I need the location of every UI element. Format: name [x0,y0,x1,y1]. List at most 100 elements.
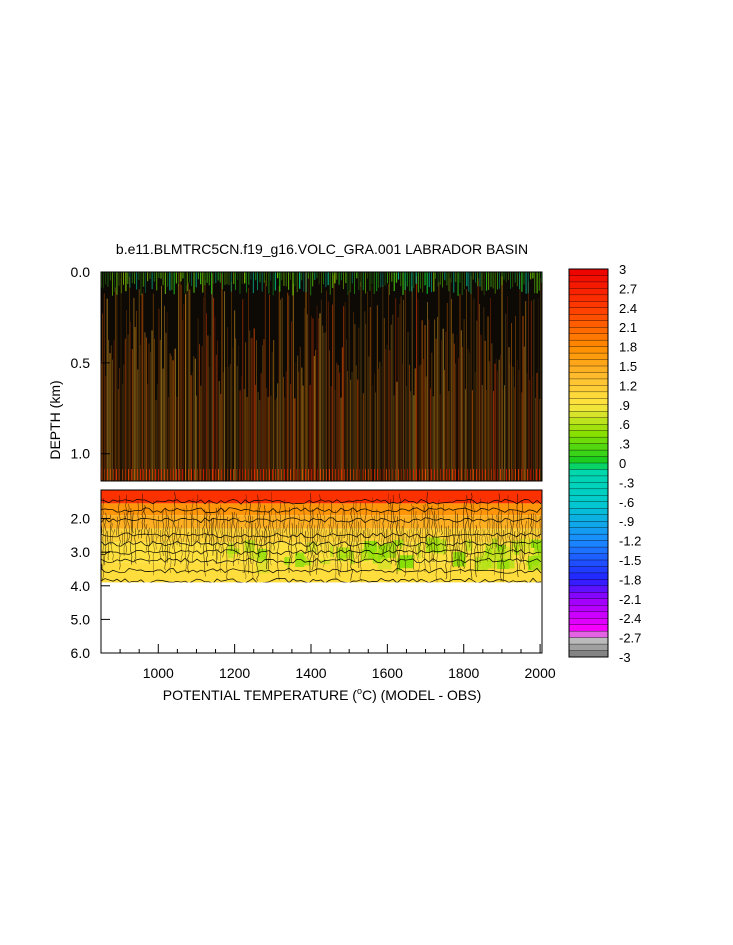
colorbar-bin [568,462,609,470]
upper-streak [144,332,146,481]
upper-bottom-streak [467,469,468,481]
upper-bottom-streak [323,469,324,481]
upper-y-axis: 0.0 0.5 1.0 [71,264,110,462]
upper-streak [428,319,430,481]
upper-streak [301,367,303,481]
upper-streak [252,337,254,481]
upper-bottom-streak [446,469,447,481]
lower-contour-line [334,509,337,580]
upper-surface-streak [233,272,235,285]
upper-surface-streak [158,272,160,278]
upper-bottom-streak [347,469,348,481]
upper-surface-streak [316,272,318,279]
upper-streak [164,305,165,481]
upper-streak [371,285,373,481]
upper-streak [102,313,104,481]
colorbar-label: 0 [619,456,626,471]
lower-green-patch [537,549,542,557]
upper-streak [234,310,236,481]
upper-bottom-streak [395,469,396,481]
upper-bottom-streak [461,469,462,481]
lower-contour-line [469,492,473,580]
upper-bottom-streak [149,469,150,481]
upper-surface-streak [318,272,320,285]
upper-streak [490,297,492,481]
upper-surface-streak [120,272,122,294]
upper-streak [462,347,463,481]
upper-streak [162,368,164,481]
upper-streak [183,304,185,481]
upper-surface-streak [296,272,298,293]
lower-contour-line [506,495,510,539]
lower-horizontal-contour [101,532,542,539]
upper-bottom-streak [290,469,291,481]
upper-surface-streak [461,272,463,295]
colorbar-bin [568,572,609,580]
upper-bottom-streak [182,469,183,481]
upper-surface-streak [197,272,199,280]
upper-surface-streak [246,272,247,293]
upper-bottom-streak [257,469,258,481]
lower-no-data-region [101,582,542,653]
upper-bottom-streak [206,469,207,481]
upper-surface-streak [162,272,164,286]
lower-contour-line [460,528,464,566]
lower-contour-line [440,525,443,536]
upper-surface-streak [140,272,142,296]
upper-bottom-streak [137,469,138,481]
lower-green-patch [465,539,473,551]
upper-streak [495,358,497,481]
upper-bottom-streak [143,469,144,481]
upper-streak [347,371,348,481]
upper-surface-streak [169,272,171,291]
upper-streak [150,352,151,481]
upper-streak [518,369,520,481]
upper-bottom-streak [356,469,357,481]
lower-contour-line [376,508,378,536]
upper-bottom-streak [329,469,330,481]
upper-surface-streak [191,272,193,286]
upper-streak [477,278,479,481]
upper-streak [320,299,322,481]
upper-surface-streak [450,272,452,283]
upper-streak [116,290,118,481]
colorbar-bin [568,546,609,555]
upper-bottom-streak [248,469,249,481]
upper-surface-streak [211,272,213,295]
upper-surface-streak [360,272,362,287]
lower-green-patch [485,543,496,557]
lower-contour-line [283,499,286,533]
lower-band [101,503,542,516]
upper-streak [446,303,448,481]
upper-streak [110,345,112,481]
upper-surface-streak [380,272,382,288]
upper-surface-streak [134,272,136,284]
upper-surface-streak [142,272,145,287]
upper-surface-streak [116,272,118,295]
upper-bottom-streak [539,469,540,481]
upper-streak [329,350,330,481]
lower-contour-line [456,513,459,568]
upper-streak [192,371,193,481]
upper-field-background [101,272,542,481]
upper-streak [253,328,255,481]
upper-bottom-streak [524,469,525,481]
lower-contour-line [116,516,118,536]
colorbar-bin [568,637,609,645]
upper-y-tick-label: 0.0 [71,264,91,280]
upper-streak [511,323,512,481]
upper-surface-streak [446,272,448,286]
lower-contour-line [442,503,445,556]
lower-contour-line [214,507,218,565]
upper-streak [311,315,312,481]
colorbar-label: -1.2 [619,534,641,549]
upper-streak [126,310,127,481]
upper-streak [460,330,463,481]
upper-surface-streak [508,272,509,281]
upper-streak [379,361,381,481]
upper-streak [537,298,539,481]
upper-surface-streak [516,272,518,287]
upper-bottom-streak [353,469,354,481]
lower-contour-line [254,522,257,547]
upper-surface-streak [224,272,226,285]
